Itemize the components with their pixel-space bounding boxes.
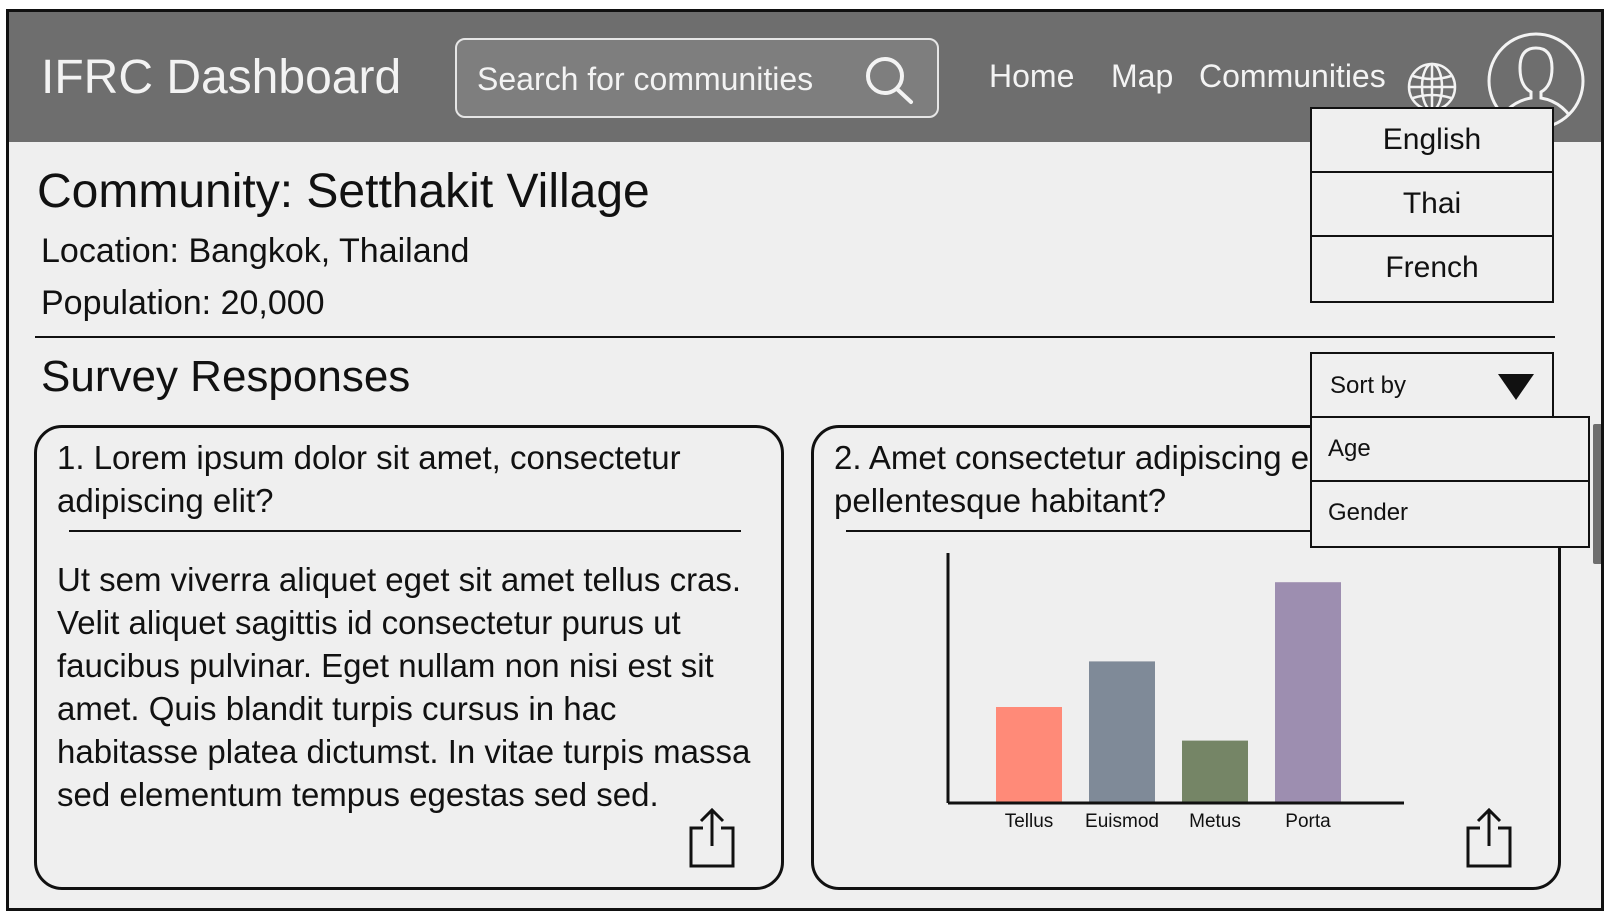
chart-tick-label: Euismod	[1085, 811, 1159, 832]
top-navbar: IFRC Dashboard Home Map Communities	[9, 12, 1601, 142]
community-population: Population: 20,000	[41, 284, 325, 322]
question-2-line-2: pellentesque habitant?	[834, 482, 1167, 519]
chart-bar-euismod	[1089, 661, 1155, 803]
survey-bar-chart: Tellus Euismod Metus Porta	[946, 553, 1404, 832]
chart-tick-label: Metus	[1189, 811, 1241, 832]
chart-bar-metus	[1182, 740, 1248, 803]
section-divider	[35, 336, 1555, 338]
survey-question-1: 1. Lorem ipsum dolor sit amet, consectet…	[57, 436, 681, 522]
chart-bar-porta	[1275, 582, 1341, 803]
chart-tick-label: Porta	[1285, 811, 1331, 832]
caret-down-icon	[1498, 374, 1534, 400]
brand-title[interactable]: IFRC Dashboard	[41, 51, 402, 104]
vertical-scrollbar[interactable]	[1593, 424, 1601, 564]
language-option-french[interactable]: French	[1385, 251, 1479, 284]
chart-tick-label: Tellus	[1005, 811, 1054, 832]
search-box[interactable]	[455, 38, 939, 118]
question-2-line-1: 2. Amet consectetur adipiscing elit	[834, 439, 1333, 476]
community-title: Community: Setthakit Village	[37, 165, 650, 218]
app-window: IFRC Dashboard Home Map Communities	[6, 9, 1604, 911]
question-1-line-2: adipiscing elit?	[57, 482, 274, 519]
nav-communities[interactable]: Communities	[1199, 58, 1386, 94]
sort-option-gender[interactable]: Gender	[1328, 499, 1409, 526]
sort-by-label: Sort by	[1330, 372, 1407, 399]
nav-map[interactable]: Map	[1111, 58, 1174, 94]
sort-by-select[interactable]: Sort by	[1310, 352, 1554, 418]
card-2-divider	[846, 530, 1518, 532]
globe-icon[interactable]	[1405, 60, 1459, 114]
share-icon[interactable]	[687, 806, 737, 870]
sort-by-menu: Age Gender	[1310, 416, 1590, 548]
survey-card-1: 1. Lorem ipsum dolor sit amet, consectet…	[34, 425, 784, 890]
card-1-divider	[69, 530, 741, 532]
search-input[interactable]	[477, 57, 857, 101]
search-icon[interactable]	[861, 54, 917, 106]
survey-answer-1: Ut sem viverra aliquet eget sit amet tel…	[57, 561, 751, 813]
nav-home[interactable]: Home	[989, 58, 1075, 94]
chart-bar-tellus	[996, 707, 1062, 803]
language-option-thai[interactable]: Thai	[1312, 173, 1552, 237]
share-icon[interactable]	[1464, 806, 1514, 870]
survey-section-title: Survey Responses	[41, 352, 411, 401]
language-option-english[interactable]: English	[1312, 109, 1552, 173]
survey-question-2: 2. Amet consectetur adipiscing elit pell…	[834, 436, 1333, 522]
language-menu: English Thai French	[1310, 107, 1554, 303]
community-location: Location: Bangkok, Thailand	[41, 232, 470, 270]
question-1-line-1: 1. Lorem ipsum dolor sit amet, consectet…	[57, 439, 681, 476]
sort-option-age[interactable]: Age	[1312, 418, 1588, 482]
